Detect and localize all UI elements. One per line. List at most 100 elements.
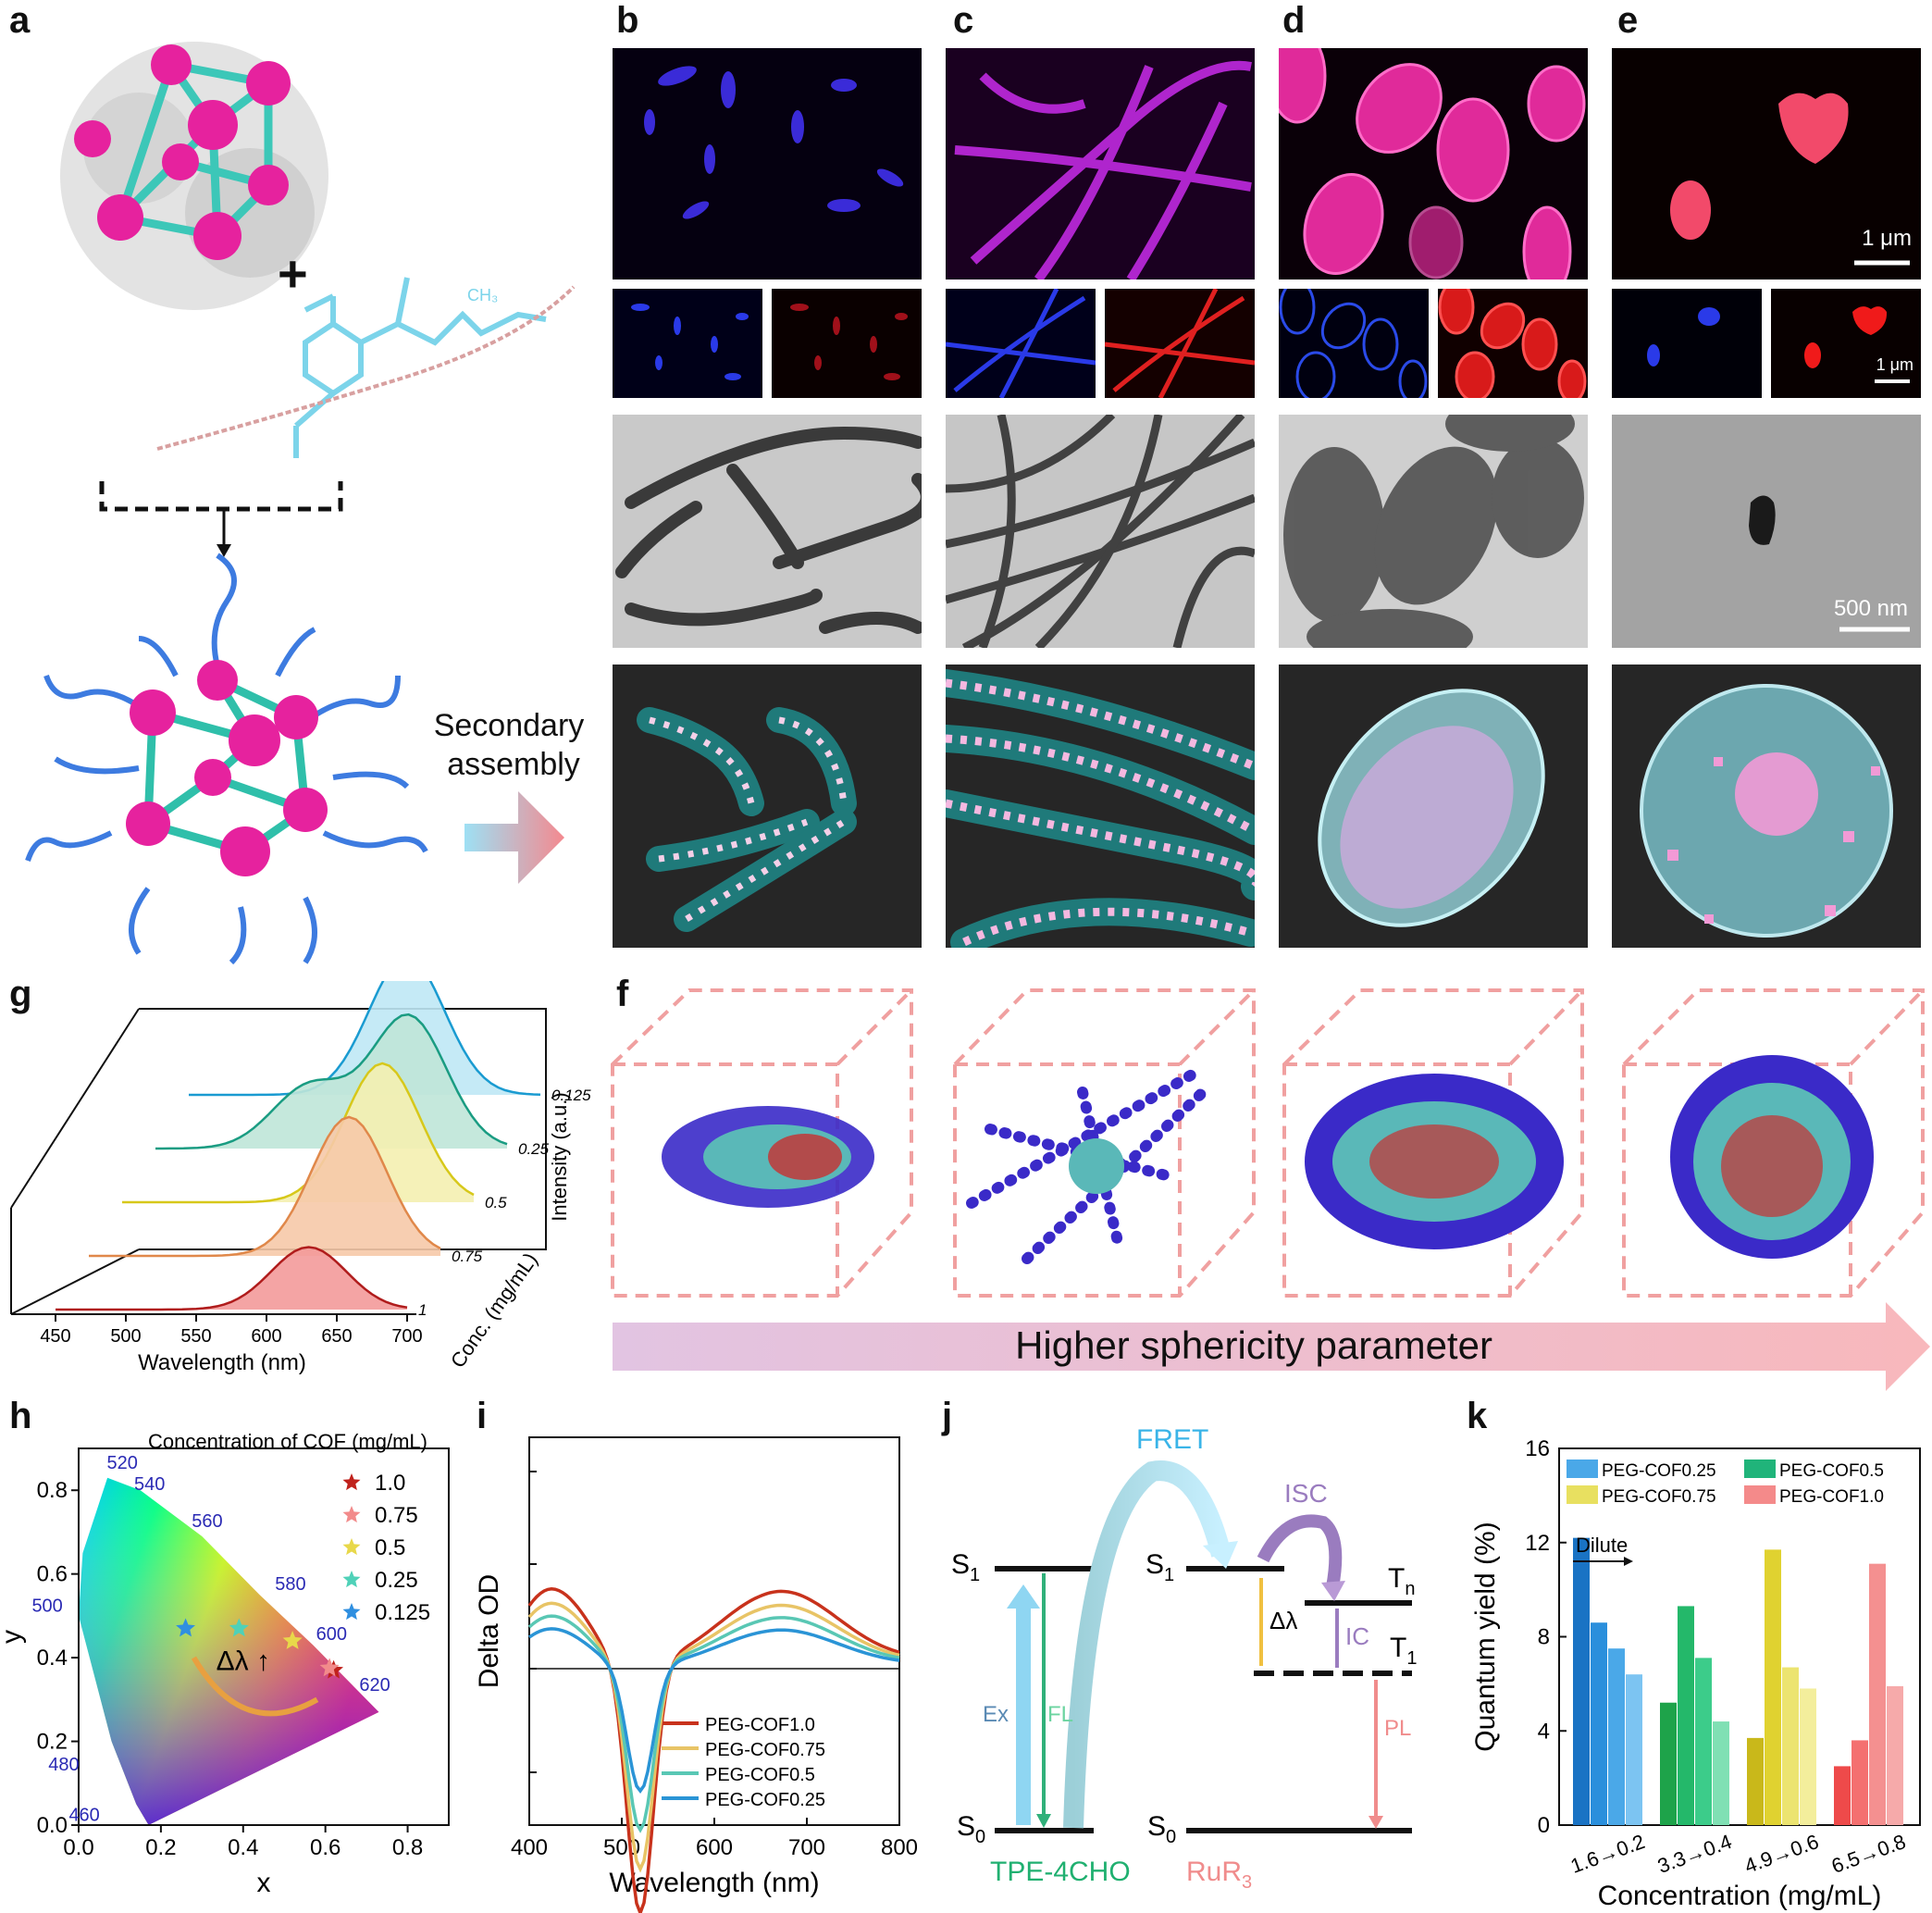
e-schematic-sphere — [1612, 665, 1921, 948]
b-red-channel — [772, 289, 922, 398]
cie-locus-shade — [79, 1477, 379, 1825]
g-x-tick-label: 550 — [180, 1326, 211, 1347]
g-depth-tick-0.75: 0.75 — [452, 1248, 483, 1265]
ex-label: Ex — [983, 1702, 1009, 1727]
i-legend-label-PEG-COF0.5: PEG-COF0.5 — [705, 1765, 815, 1785]
i-series-PEG-COF0.5 — [527, 1614, 900, 1833]
d-blue-channel — [1279, 289, 1429, 398]
h-x-tick-label: 0.0 — [63, 1835, 93, 1860]
h-x-tick-label: 0.2 — [145, 1835, 176, 1860]
k-bar-PEG-COF0.75-2 — [1782, 1667, 1799, 1825]
k-bar-PEG-COF0.5-0 — [1660, 1702, 1677, 1825]
pl-label: PL — [1384, 1716, 1411, 1741]
panel-j-diagram: FRET ISC S1 S0 S1 S0 Tn T1 Ex FL Δλ IC P… — [951, 1424, 1417, 1893]
ic-label: IC — [1345, 1622, 1369, 1650]
panel-g-chart: 0.125 0.25 0.5 0.75 1 450 500 550 600 650 700 Wavel… — [10, 981, 591, 1375]
k-legend-swatch-PEG-COF0.5 — [1744, 1460, 1776, 1478]
h-legend-star-0.75 — [342, 1506, 361, 1523]
excitation-arrow — [1016, 1601, 1031, 1825]
panel-label-k: k — [1467, 1396, 1488, 1436]
k-dilute-label: Dilute — [1576, 1534, 1628, 1557]
assembly-label: assembly — [447, 747, 580, 782]
h-legend-label-0.5: 0.5 — [375, 1535, 405, 1560]
k-bar-PEG-COF0.5-1 — [1678, 1606, 1694, 1825]
panel-label-d: d — [1282, 0, 1306, 41]
h-y-tick-label: 0.4 — [37, 1646, 68, 1671]
g-series-1-area — [56, 1247, 407, 1310]
b-fluorescence-merged — [613, 48, 922, 279]
k-y-tick-label: 0 — [1538, 1813, 1550, 1838]
e-scalebar-label-mid: 1 μm — [1876, 355, 1913, 374]
panel-label-b: b — [616, 0, 639, 41]
h-legend-star-0.25 — [342, 1571, 361, 1588]
donor-s0-label: S0 — [957, 1811, 985, 1847]
c-fluor-fibers — [954, 60, 1252, 279]
d-tem-image — [1279, 415, 1588, 648]
b-tem-image — [613, 415, 922, 648]
g-depth-tick-0.5: 0.5 — [485, 1194, 507, 1211]
k-legend-label-PEG-COF0.25: PEG-COF0.25 — [1602, 1461, 1716, 1481]
e-fluorescence-merged: 1 μm — [1612, 48, 1921, 279]
k-legend-label-PEG-COF1.0: PEG-COF1.0 — [1779, 1487, 1884, 1507]
k-bar-PEG-COF0.25-3 — [1626, 1674, 1642, 1825]
c-blue-channel — [946, 289, 1096, 398]
panel-label-h: h — [9, 1396, 32, 1436]
h-wavelength-label: 600 — [316, 1624, 347, 1645]
g-x-tick-label: 650 — [321, 1326, 352, 1347]
i-series-PEG-COF1.0 — [527, 1587, 900, 1913]
h-point-0.5 — [282, 1631, 303, 1649]
h-legend-label-0.25: 0.25 — [375, 1568, 418, 1593]
g-z-label: Intensity (a.u.) — [548, 1092, 571, 1221]
md-cluster-4 — [1670, 1055, 1874, 1259]
k-category-label: 4.9→0.6 — [1741, 1830, 1822, 1878]
h-plot-frame — [78, 1447, 450, 1826]
g-x-tick-label: 450 — [40, 1326, 70, 1347]
g-series-1-line — [56, 1246, 408, 1311]
i-x-label: Wavelength (nm) — [609, 1868, 819, 1898]
donor-name: TPE-4CHO — [990, 1857, 1131, 1887]
k-bar-PEG-COF0.25-1 — [1591, 1622, 1607, 1825]
fret-arrow — [1063, 1460, 1232, 1829]
c-fluorescence-merged — [946, 48, 1255, 279]
e-blue-channel — [1612, 289, 1762, 398]
g-depth-tick-0.125: 0.125 — [551, 1087, 591, 1104]
k-y-tick-label: 16 — [1525, 1436, 1550, 1461]
c-schematic-fibers — [946, 665, 1255, 948]
k-legend-label-PEG-COF0.75: PEG-COF0.75 — [1602, 1487, 1716, 1507]
md-cluster-2 — [966, 1068, 1208, 1264]
cof-cluster-pegylated — [25, 553, 428, 965]
h-shift-label: Δλ ↑ — [217, 1646, 270, 1677]
k-bar-PEG-COF0.5-2 — [1695, 1658, 1712, 1825]
k-category-label: 3.3→0.4 — [1654, 1830, 1735, 1878]
panel-a-schematic: + CH₃ — [25, 42, 585, 965]
panel-label-a: a — [9, 0, 31, 41]
d-fluor-ellipsoids — [1279, 48, 1586, 279]
k-bar-PEG-COF1.0-3 — [1887, 1685, 1903, 1825]
isc-arrow — [1257, 1514, 1343, 1589]
i-legend-label-PEG-COF1.0: PEG-COF1.0 — [705, 1715, 815, 1735]
k-bar-PEG-COF1.0-0 — [1834, 1766, 1851, 1825]
sphericity-arrow — [613, 1302, 1930, 1391]
panel-label-e: e — [1617, 0, 1639, 41]
i-x-tick-label: 400 — [511, 1835, 548, 1860]
cof-cluster-top — [60, 42, 328, 310]
h-shift-arrow — [191, 1656, 319, 1717]
k-bar-PEG-COF0.75-0 — [1747, 1737, 1764, 1825]
acceptor-s1-label: S1 — [1146, 1549, 1174, 1585]
secondary-label: Secondary — [434, 708, 585, 743]
i-x-tick-label: 800 — [881, 1835, 918, 1860]
h-y-tick-label: 0.0 — [37, 1813, 68, 1838]
ch3-label: CH₃ — [467, 286, 498, 304]
h-y-tick-label: 0.6 — [37, 1562, 68, 1587]
h-legend-label-1.0: 1.0 — [375, 1471, 405, 1496]
g-x-tick-label: 700 — [391, 1326, 422, 1347]
tn-label: Tn — [1388, 1563, 1415, 1599]
k-legend-swatch-PEG-COF1.0 — [1744, 1485, 1776, 1504]
k-y-tick-label: 12 — [1525, 1531, 1550, 1556]
k-y-tick-label: 8 — [1538, 1625, 1550, 1650]
panel-f-md-boxes — [611, 988, 1925, 1298]
h-x-label: x — [257, 1868, 271, 1898]
g-depth-label: Conc. (mg/mL) — [446, 1248, 542, 1373]
i-legend-label-PEG-COF0.75: PEG-COF0.75 — [705, 1740, 825, 1760]
e-red-channel: 1 μm — [1771, 289, 1921, 398]
